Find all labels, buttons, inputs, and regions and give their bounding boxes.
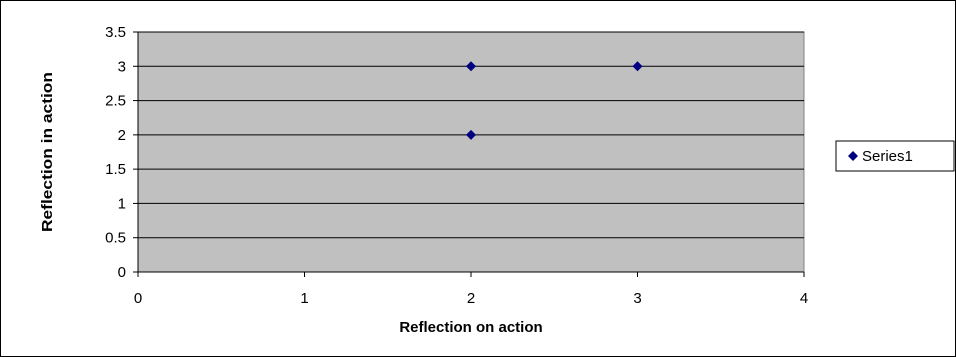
x-tick-labels: 0 1 2 3 4 bbox=[134, 272, 808, 307]
y-tick-label: 3.5 bbox=[105, 24, 126, 41]
x-tick-label: 3 bbox=[633, 290, 641, 307]
data-point bbox=[632, 61, 643, 72]
x-tick-label: 4 bbox=[800, 290, 808, 307]
x-tick-label: 1 bbox=[300, 290, 308, 307]
legend-marker-diamond bbox=[848, 151, 858, 161]
x-tick-label: 2 bbox=[467, 290, 475, 307]
y-tick-label: 2 bbox=[118, 127, 126, 144]
y-tick-labels: 0 0.5 1 1.5 2 2.5 3 3.5 bbox=[105, 24, 138, 281]
data-point bbox=[466, 61, 476, 72]
y-tick-label: 1 bbox=[118, 195, 126, 212]
x-tick-label: 0 bbox=[134, 290, 142, 307]
data-points bbox=[466, 61, 643, 140]
y-axis-title: Reflection in action bbox=[39, 72, 56, 232]
y-tick-label: 0.5 bbox=[105, 230, 126, 247]
y-tick-label: 0 bbox=[118, 264, 126, 281]
legend-label-series1: Series1 bbox=[862, 148, 913, 165]
gridlines bbox=[138, 31, 804, 239]
y-tick-label: 3 bbox=[118, 58, 126, 75]
legend: Series1 bbox=[835, 140, 955, 172]
y-tick-label: 1.5 bbox=[105, 161, 126, 178]
x-axis-title: Reflection on action bbox=[399, 319, 542, 336]
plot-area bbox=[137, 31, 805, 273]
data-point bbox=[466, 129, 476, 140]
y-tick-label: 2.5 bbox=[105, 93, 126, 110]
